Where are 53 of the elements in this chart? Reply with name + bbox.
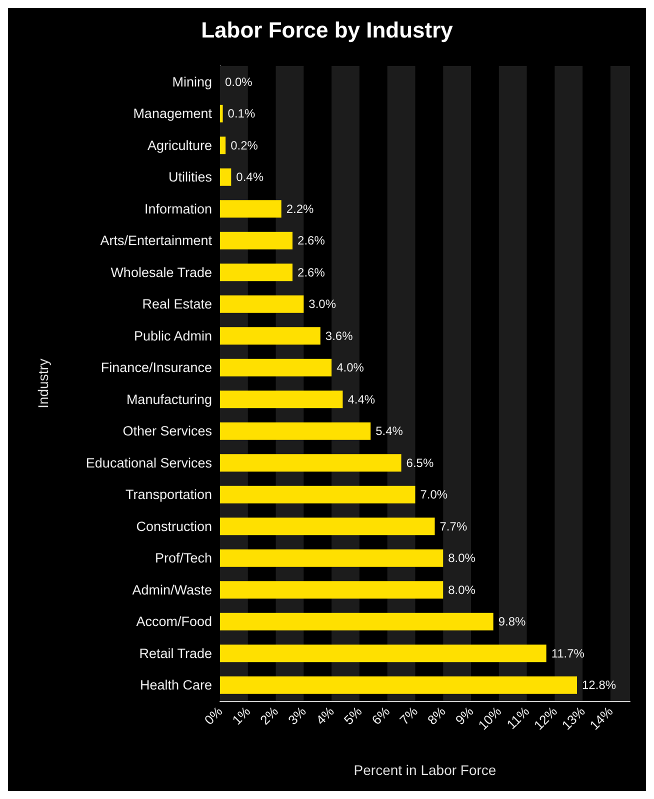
x-tick-label: 1% <box>229 703 254 728</box>
data-label: 5.4% <box>376 424 404 438</box>
data-label: 6.5% <box>406 456 434 470</box>
x-tick-label: 11% <box>504 703 532 732</box>
y-tick-label: Arts/Entertainment <box>100 233 212 248</box>
chart-title: Labor Force by Industry <box>201 18 454 42</box>
x-tick-label: 4% <box>312 703 338 728</box>
y-tick-label: Management <box>133 106 212 122</box>
x-tick-label: 2% <box>257 703 282 728</box>
data-label: 0.2% <box>230 138 258 152</box>
x-tick-label: 9% <box>452 703 477 728</box>
data-label: 2.6% <box>298 234 326 248</box>
data-label: 3.0% <box>308 297 336 312</box>
y-tick-label: Retail Trade <box>139 646 212 661</box>
y-tick-label: Other Services <box>122 424 212 439</box>
y-tick-label: Admin/Waste <box>132 582 212 598</box>
y-tick-label: Wholesale Trade <box>110 264 212 280</box>
y-tick-label: Accom/Food <box>136 614 212 630</box>
y-tick-label: Real Estate <box>142 296 212 312</box>
y-tick-label: Construction <box>136 518 212 534</box>
data-label: 0.1% <box>228 106 256 121</box>
data-label: 12.8% <box>582 678 616 692</box>
data-label: 0.4% <box>236 170 264 184</box>
y-tick-label: Transportation <box>125 487 212 502</box>
data-label: 7.7% <box>440 519 468 534</box>
y-tick-label: Information <box>144 201 212 216</box>
x-tick-label: 6% <box>368 703 393 728</box>
data-label: 2.2% <box>286 202 314 216</box>
x-tick-label: 8% <box>424 703 449 728</box>
y-tick-label: Finance/Insurance <box>100 360 212 376</box>
data-label: 0.0% <box>225 74 253 89</box>
data-label: 4.0% <box>336 360 364 375</box>
x-axis-title: Percent in Labor Force <box>354 762 496 778</box>
x-tick-label: 7% <box>396 703 421 728</box>
y-tick-label: Agriculture <box>147 138 212 153</box>
x-tick-label: 0% <box>201 703 226 728</box>
y-tick-label: Educational Services <box>86 455 212 470</box>
y-tick-label: Manufacturing <box>126 392 212 407</box>
data-label: 7.0% <box>420 488 448 502</box>
y-tick-label: Utilities <box>168 170 212 185</box>
y-tick-label: Prof/Tech <box>154 550 212 566</box>
y-axis-title: Industry <box>35 358 51 408</box>
y-tick-label: Health Care <box>140 678 212 693</box>
y-tick-label: Mining <box>172 74 212 90</box>
data-label: 4.4% <box>348 392 376 406</box>
data-label: 2.6% <box>298 265 326 280</box>
y-tick-label: Public Admin <box>134 328 212 344</box>
data-label: 3.6% <box>325 328 354 343</box>
data-label: 8.0% <box>448 551 476 566</box>
x-tick-label: 5% <box>340 703 366 728</box>
data-label: 11.7% <box>551 646 585 660</box>
x-tick-label: 3% <box>285 703 310 728</box>
data-label: 8.0% <box>448 582 476 597</box>
